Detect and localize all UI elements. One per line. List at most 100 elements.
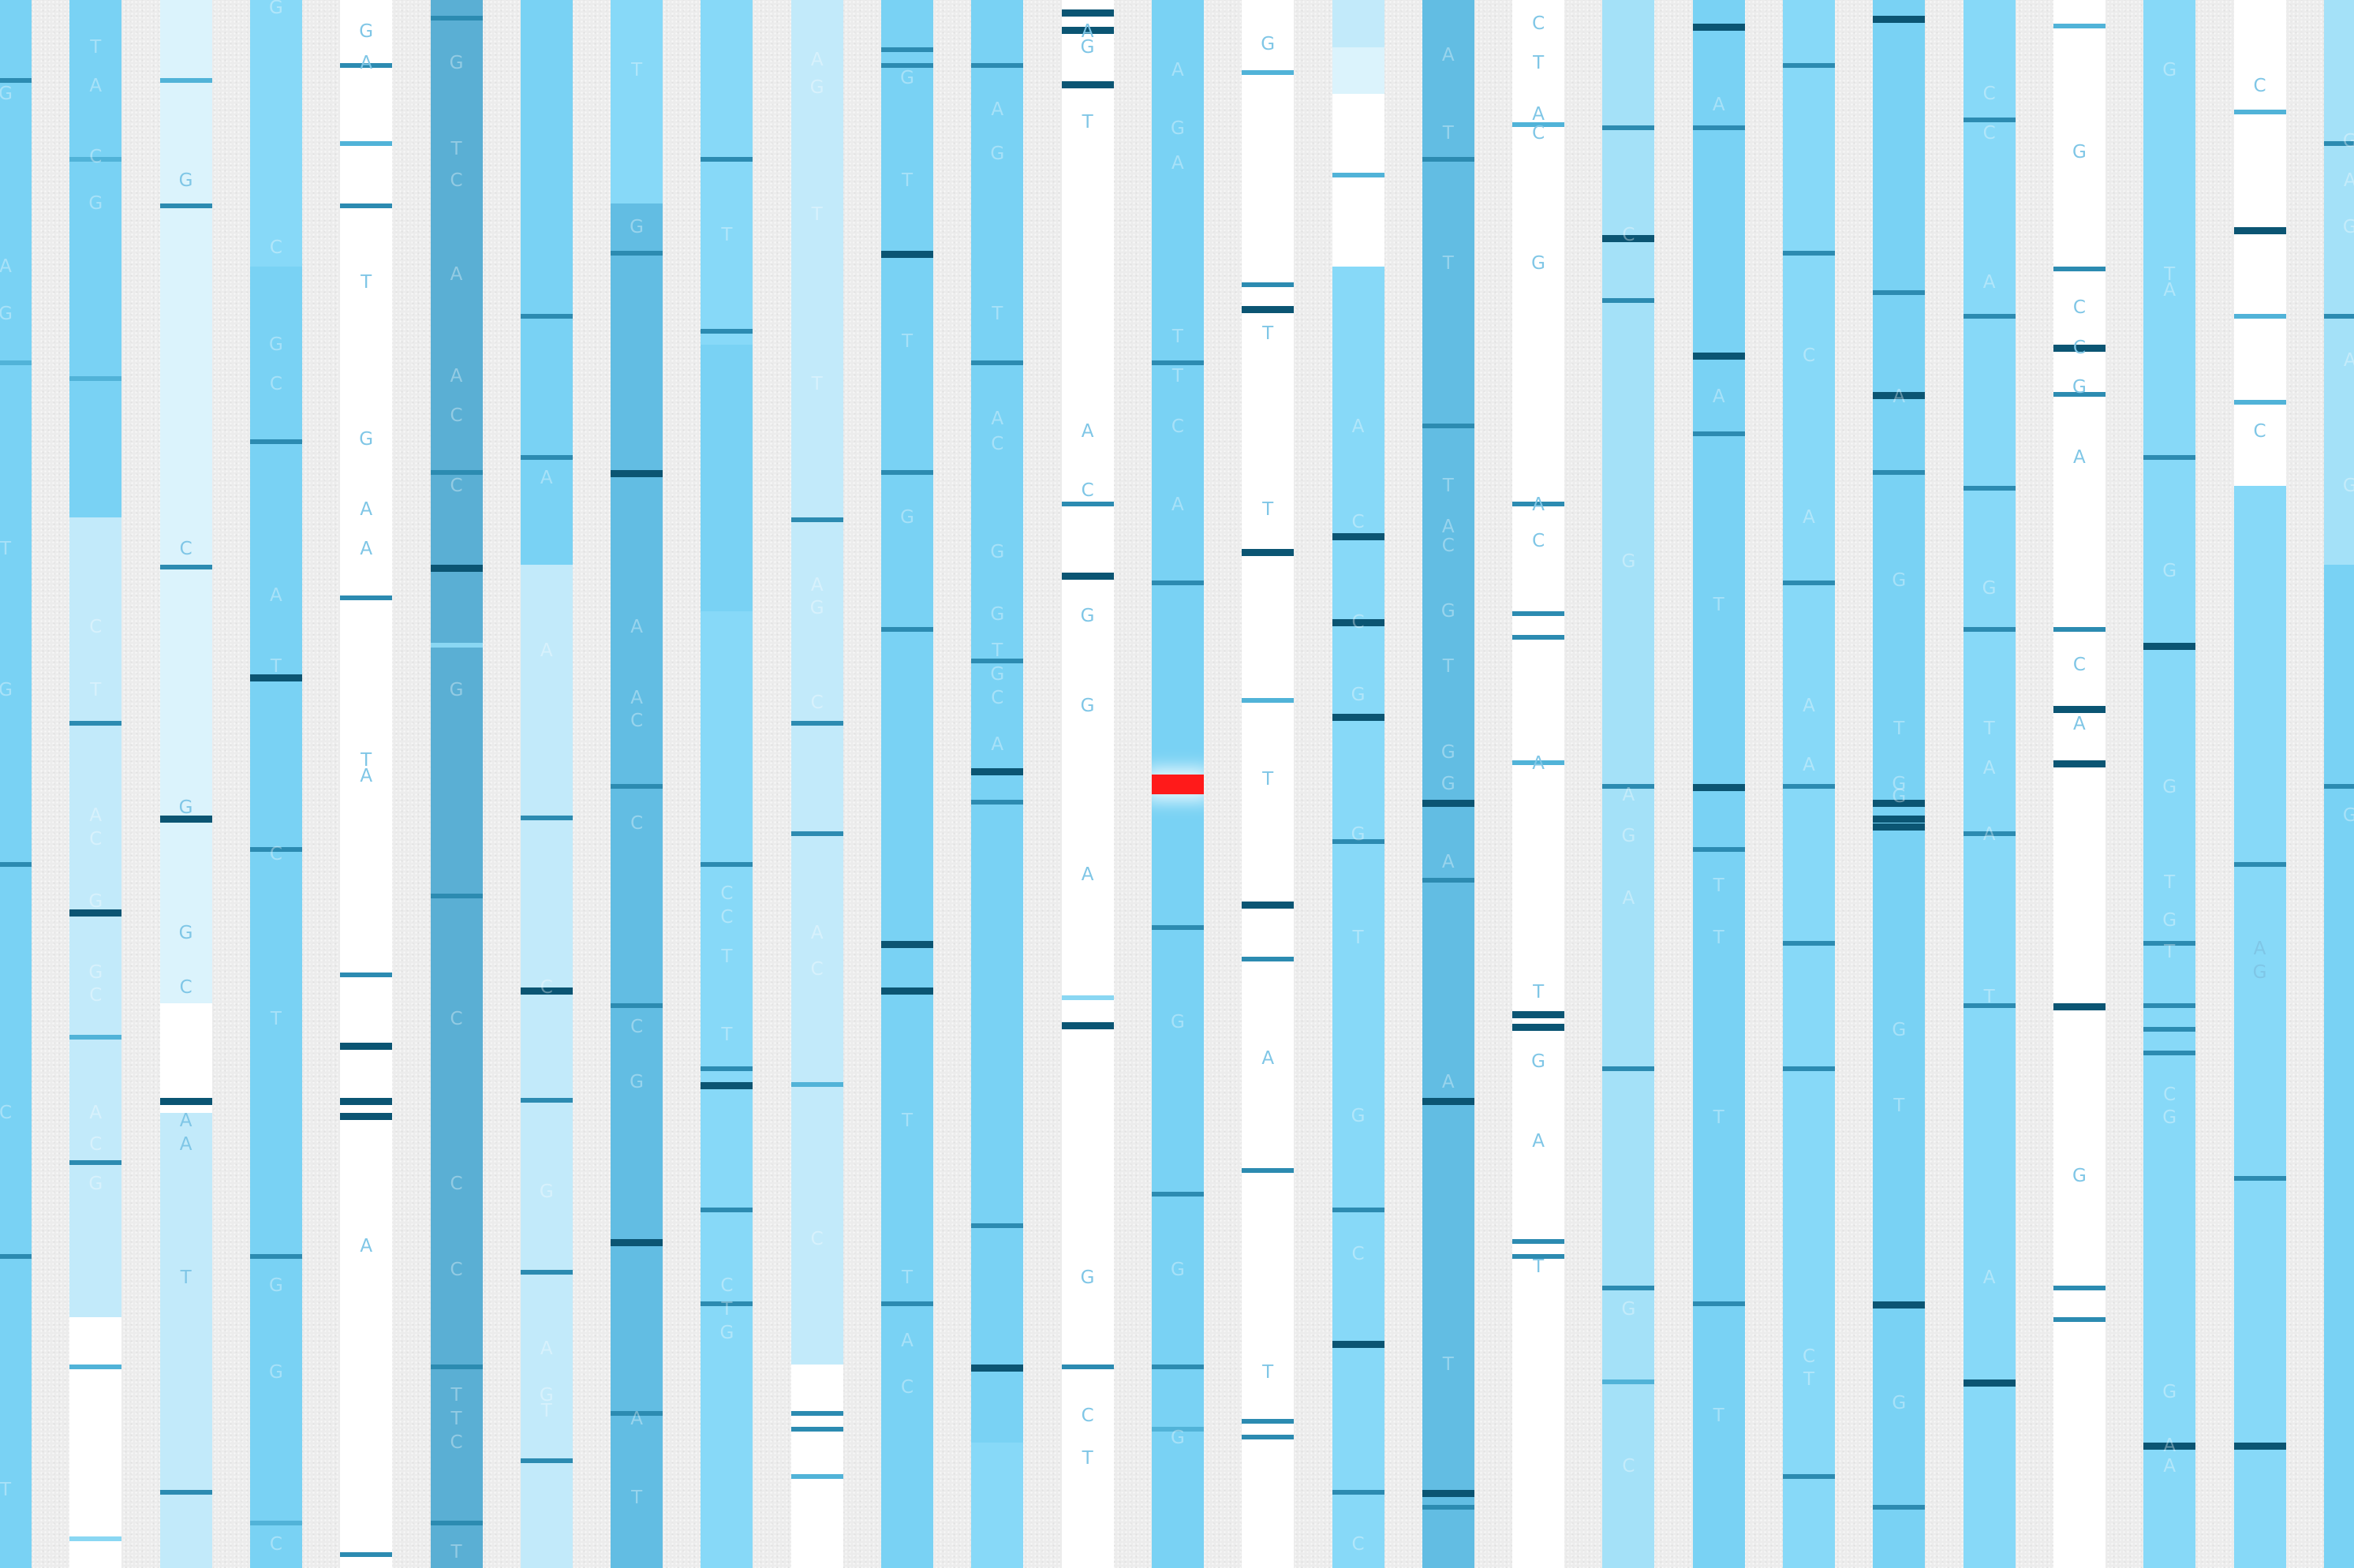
nucleotide-letter: T — [361, 271, 372, 293]
sequence-band — [1061, 1364, 1114, 1369]
sequence-band — [1783, 784, 1835, 789]
nucleotide-letter: C — [1441, 535, 1455, 556]
nucleotide-letter: G — [809, 598, 824, 619]
nucleotide-letter: T — [1082, 112, 1093, 133]
nucleotide-letter: A — [1441, 44, 1455, 65]
nucleotide-letter: T — [0, 1479, 12, 1500]
nucleotide-letter: A — [540, 1338, 553, 1359]
sequence-band — [881, 470, 933, 476]
nucleotide-letter: G — [539, 1385, 554, 1406]
nucleotide-letter: A — [630, 687, 643, 708]
sequence-band — [1602, 235, 1655, 243]
nucleotide-letter: C — [1622, 225, 1635, 246]
nucleotide-letter: G — [88, 1447, 103, 1469]
sequence-band — [340, 1097, 393, 1105]
nucleotide-letter: G — [1440, 742, 1455, 763]
sequence-band — [0, 360, 32, 366]
sequence-band — [2143, 643, 2196, 651]
nucleotide-letter: T — [901, 1111, 914, 1132]
nucleotide-letter: C — [1802, 345, 1816, 367]
sequence-band — [1602, 125, 1655, 131]
nucleotide-letter: T — [1713, 1107, 1724, 1129]
nucleotide-letter: G — [0, 679, 13, 700]
nucleotide-letter: G — [2072, 377, 2087, 398]
nucleotide-letter: T — [1442, 655, 1454, 677]
nucleotide-letter: C — [1532, 122, 1545, 144]
sequence-band — [249, 674, 302, 681]
sequence-band — [1242, 70, 1295, 76]
nucleotide-letter: A — [2253, 938, 2266, 959]
nucleotide-letter: G — [88, 193, 103, 215]
nucleotide-letter: A — [540, 468, 553, 489]
lane-segment — [249, 548, 302, 1568]
lane-segment — [611, 203, 663, 1568]
nucleotide-letter: A — [270, 585, 282, 607]
nucleotide-letter: C — [269, 1534, 282, 1555]
nucleotide-letter: T — [1262, 499, 1274, 521]
sequence-band — [1422, 799, 1474, 807]
nucleotide-letter: A — [1441, 516, 1455, 537]
nucleotide-letter: A — [2343, 170, 2354, 191]
sequence-band — [1512, 760, 1565, 766]
nucleotide-letter: A — [901, 1330, 914, 1351]
sequence-band — [1151, 1191, 1204, 1197]
sequence-band — [1151, 580, 1204, 585]
sequence-band — [69, 156, 122, 162]
nucleotide-letter: A — [810, 49, 824, 70]
nucleotide-letter: T — [901, 170, 914, 191]
sequence-band — [159, 78, 212, 84]
nucleotide-letter: T — [1171, 366, 1183, 387]
sequence-band — [1332, 172, 1384, 177]
nucleotide-letter: C — [269, 237, 282, 259]
sequence-band — [1332, 713, 1384, 721]
nucleotide-letter: C — [1982, 84, 1996, 105]
sequence-band — [1873, 1301, 1926, 1309]
sequence-band — [1692, 846, 1745, 852]
sequence-band — [2053, 1003, 2106, 1011]
nucleotide-letter: G — [1440, 601, 1455, 622]
sequence-band — [249, 846, 302, 852]
sequence-band — [520, 313, 573, 319]
nucleotide-letter: G — [1080, 695, 1095, 716]
nucleotide-letter: C — [810, 692, 824, 713]
nucleotide-letter: C — [89, 828, 103, 849]
sequence-band — [69, 376, 122, 382]
lane-segment — [2323, 564, 2354, 1568]
nucleotide-letter: C — [89, 617, 103, 638]
nucleotide-letter: G — [990, 541, 1005, 562]
nucleotide-letter: A — [89, 76, 103, 97]
sequence-band — [1061, 81, 1114, 89]
sequence-band — [430, 1521, 483, 1526]
sequence-band — [430, 15, 483, 21]
nucleotide-letter: T — [1533, 1256, 1545, 1278]
nucleotide-letter: C — [2253, 420, 2266, 442]
nucleotide-letter: G — [1982, 577, 1997, 599]
nucleotide-letter: G — [1080, 606, 1095, 627]
nucleotide-letter: A — [1171, 60, 1184, 81]
sequence-band — [1512, 1011, 1565, 1019]
nucleotide-letter: G — [990, 604, 1005, 625]
lane-segment — [69, 1316, 122, 1568]
sequence-band — [520, 987, 573, 995]
sequence-band — [1873, 799, 1926, 807]
nucleotide-letter: A — [1803, 695, 1815, 716]
sequence-band — [611, 1411, 663, 1417]
sequence-band — [1151, 1364, 1204, 1369]
nucleotide-letter: C — [2253, 76, 2266, 97]
nucleotide-letter: T — [901, 331, 914, 353]
nucleotide-letter: G — [359, 428, 374, 450]
nucleotide-letter: G — [178, 797, 193, 818]
nucleotide-letter: G — [809, 77, 824, 99]
sequence-band — [159, 815, 212, 823]
sequence-band — [1783, 1473, 1835, 1479]
sequence-band — [1332, 532, 1384, 540]
nucleotide-letter: T — [1262, 323, 1274, 345]
sequence-band — [790, 721, 843, 726]
